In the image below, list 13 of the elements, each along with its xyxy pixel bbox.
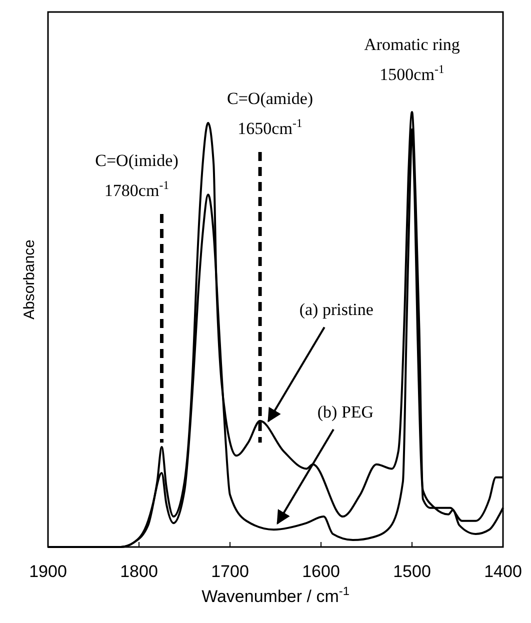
text: Aromatic ring 1500cm$^{-1}$ [364, 35, 460, 84]
ref-line-label: C=O(amide) 1650cm$^{-1}$ [227, 89, 314, 138]
x-tick-label: 1400 [484, 562, 522, 581]
x-axis-title: Wavenumber / cm$^{-1}$ [202, 584, 350, 606]
y-axis-title: Absorbance [21, 239, 38, 320]
ref-line-label: C=O(imide) 1780cm$^{-1}$ [95, 151, 178, 200]
x-tick-label: 1800 [120, 562, 158, 581]
x-tick-label: 1900 [29, 562, 67, 581]
annotation: (b) PEG [317, 402, 374, 422]
x-tick-label: 1600 [302, 562, 340, 581]
x-tick-label: 1700 [211, 562, 249, 581]
annotation: (a) pristine [299, 300, 374, 320]
x-tick-label: 1500 [393, 562, 431, 581]
